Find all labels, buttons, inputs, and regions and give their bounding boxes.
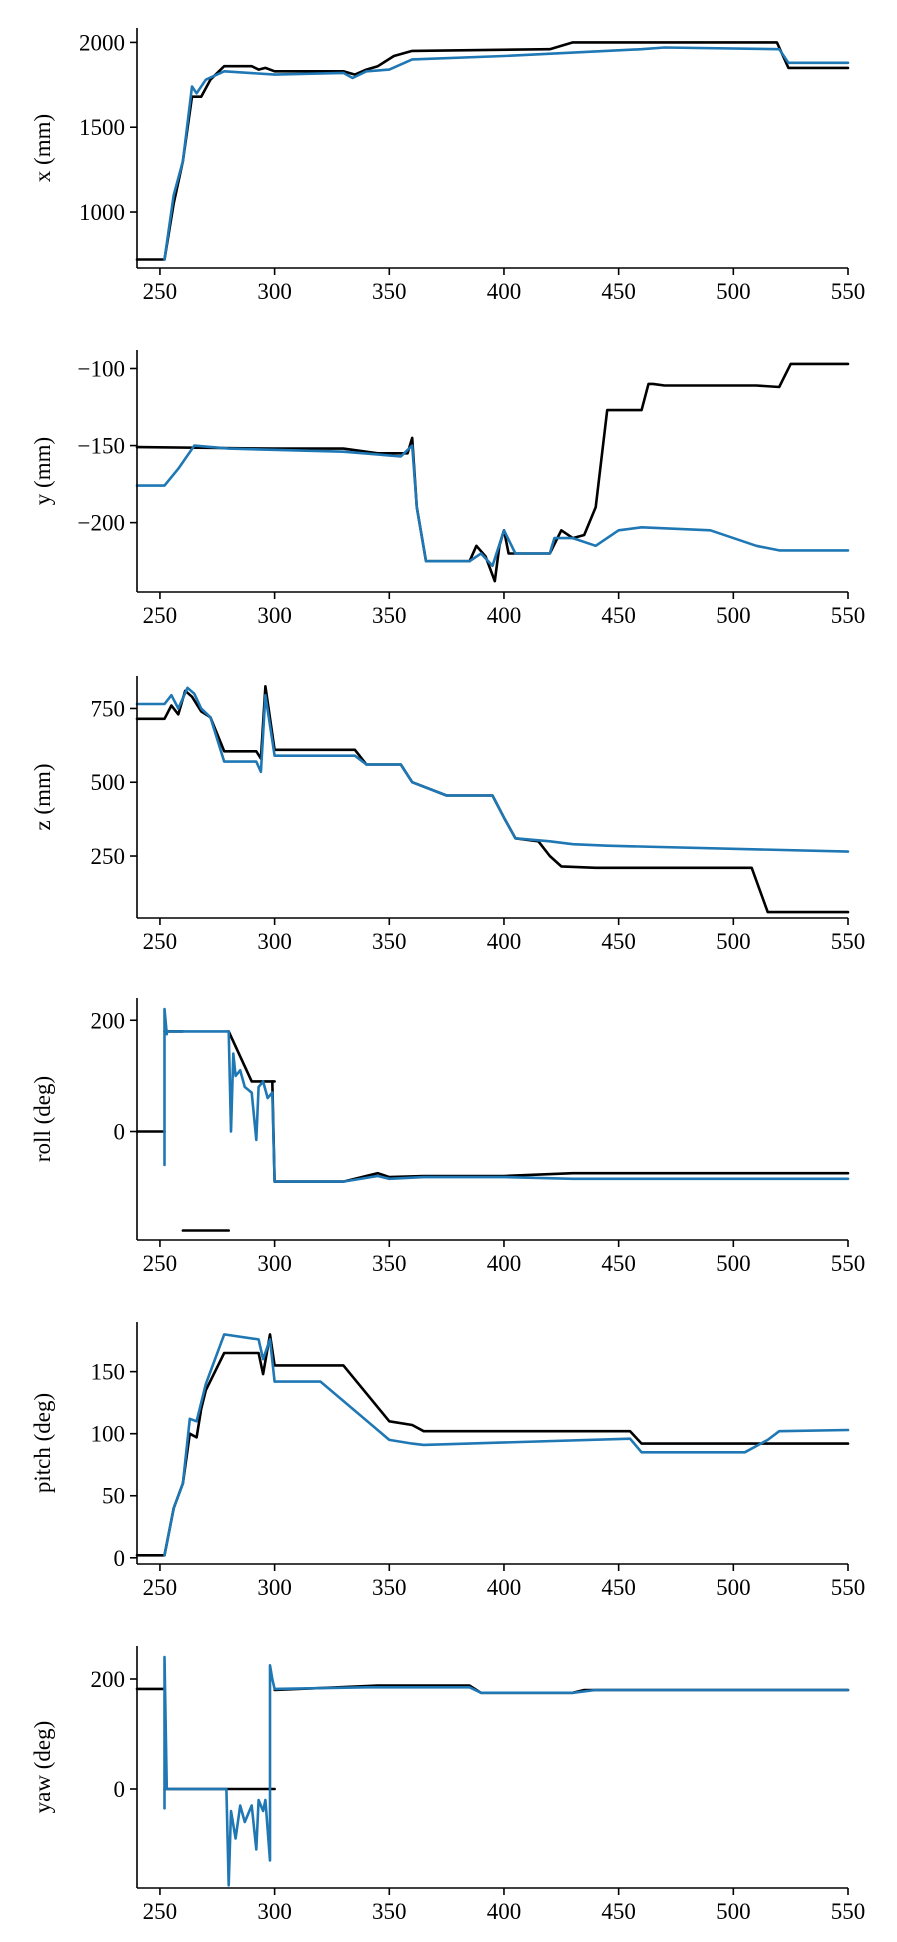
y-x-tick-label: 500 (716, 603, 751, 628)
y-y-tick-label: −150 (78, 434, 125, 459)
roll-y-tick-label: 200 (91, 1008, 126, 1033)
yaw-y-tick-label: 0 (114, 1777, 126, 1802)
pitch-x-tick-label: 400 (487, 1575, 522, 1600)
z-y-tick-label: 750 (91, 696, 126, 721)
roll-x-tick-label: 550 (831, 1251, 866, 1276)
y-x-tick-label: 250 (143, 603, 178, 628)
pitch-x-tick-label: 300 (257, 1575, 292, 1600)
pitch-y-tick-label: 100 (91, 1422, 126, 1447)
yaw-x-tick-label: 300 (257, 1899, 292, 1924)
z-x-tick-label: 500 (716, 929, 751, 954)
roll-y-tick-label: 0 (114, 1120, 126, 1145)
yaw-measured-line-3 (163, 1655, 850, 1887)
pitch-x-tick-label: 550 (831, 1575, 866, 1600)
y-y-tick-label: −200 (78, 511, 125, 536)
z-x-tick-label: 550 (831, 929, 866, 954)
z-y-tick-label: 250 (91, 844, 126, 869)
x-x-tick-label: 300 (257, 279, 292, 304)
z-y-tick-label: 500 (91, 770, 126, 795)
y-x-tick-label: 350 (372, 603, 407, 628)
roll-measured-line-5 (163, 1007, 850, 1183)
panel-roll: 250 300 350 400 450 500 550 0 200 roll (deg) (30, 998, 865, 1276)
x-y-axis-label: x (mm) (30, 114, 55, 182)
x-y-tick-label: 1000 (79, 200, 125, 225)
y-x-tick-label: 450 (601, 603, 636, 628)
x-reference-line-0 (135, 41, 850, 261)
yaw-y-tick-label: 200 (91, 1667, 126, 1692)
z-x-tick-label: 300 (257, 929, 292, 954)
pitch-y-tick-label: 150 (91, 1360, 126, 1385)
pitch-x-tick-label: 250 (143, 1575, 178, 1600)
pitch-x-tick-label: 500 (716, 1575, 751, 1600)
yaw-y-axis-label: yaw (deg) (30, 1721, 55, 1814)
pitch-y-axis-label: pitch (deg) (30, 1393, 55, 1493)
yaw-x-tick-label: 450 (601, 1899, 636, 1924)
roll-x-tick-label: 250 (143, 1251, 178, 1276)
y-x-tick-label: 550 (831, 603, 866, 628)
pitch-x-tick-label: 350 (372, 1575, 407, 1600)
y-x-tick-label: 400 (487, 603, 522, 628)
y-x-tick-label: 300 (257, 603, 292, 628)
panel-z: 250 300 350 400 450 500 550 250 500 750 z (mm) (30, 676, 865, 954)
x-measured-line-1 (163, 46, 850, 261)
x-x-tick-label: 450 (601, 279, 636, 304)
y-y-tick-label: −100 (78, 356, 125, 381)
z-y-axis-label: z (mm) (30, 763, 55, 830)
panel-pitch: 250 300 350 400 450 500 550 0 50 100 150 pitch (deg… (30, 1322, 865, 1600)
z-x-tick-label: 250 (143, 929, 178, 954)
x-x-tick-label: 500 (716, 279, 751, 304)
roll-x-tick-label: 500 (716, 1251, 751, 1276)
panel-y: 250 300 350 400 450 500 550 −100 −150 −200 y (mm) (30, 350, 865, 628)
pitch-y-tick-label: 50 (102, 1484, 125, 1509)
x-y-tick-label: 2000 (79, 30, 125, 55)
pitch-measured-line-1 (163, 1333, 850, 1557)
roll-x-tick-label: 350 (372, 1251, 407, 1276)
yaw-x-tick-label: 500 (716, 1899, 751, 1924)
z-measured-line-1 (135, 686, 850, 853)
pitch-y-tick-label: 0 (114, 1546, 126, 1571)
z-x-tick-label: 450 (601, 929, 636, 954)
x-x-tick-label: 550 (831, 279, 866, 304)
z-reference-line-0 (135, 685, 850, 914)
roll-x-tick-label: 400 (487, 1251, 522, 1276)
y-reference-line-0 (135, 362, 850, 583)
roll-y-axis-label: roll (deg) (30, 1076, 55, 1162)
x-x-tick-label: 250 (143, 279, 178, 304)
yaw-x-tick-label: 250 (143, 1899, 178, 1924)
z-x-tick-label: 350 (372, 929, 407, 954)
roll-reference-line-3 (227, 1030, 276, 1083)
x-y-tick-label: 1500 (79, 115, 125, 140)
panel-x: 250 300 350 400 450 500 550 1000 1500 2000 x (mm) (30, 28, 865, 304)
yaw-x-tick-label: 350 (372, 1899, 407, 1924)
x-x-tick-label: 350 (372, 279, 407, 304)
pitch-x-tick-label: 450 (601, 1575, 636, 1600)
roll-x-tick-label: 300 (257, 1251, 292, 1276)
x-x-tick-label: 400 (487, 279, 522, 304)
panel-yaw: 250 300 350 400 450 500 550 0 200 yaw (deg) (30, 1646, 865, 1924)
roll-x-tick-label: 450 (601, 1251, 636, 1276)
z-x-tick-label: 400 (487, 929, 522, 954)
roll-reference-line-4 (271, 1080, 850, 1183)
yaw-x-tick-label: 400 (487, 1899, 522, 1924)
yaw-x-tick-label: 550 (831, 1899, 866, 1924)
y-y-axis-label: y (mm) (30, 437, 55, 505)
pitch-reference-line-0 (135, 1333, 850, 1557)
y-measured-line-1 (135, 444, 850, 568)
